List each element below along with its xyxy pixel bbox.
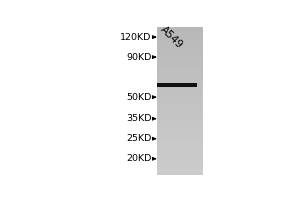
Text: 50KD: 50KD [126,93,152,102]
Text: A549: A549 [158,25,184,51]
Text: 90KD: 90KD [126,53,152,62]
Text: 120KD: 120KD [120,33,152,42]
Text: 20KD: 20KD [126,154,152,163]
Text: 25KD: 25KD [126,134,152,143]
Bar [157,83,197,87]
Text: 35KD: 35KD [126,114,152,123]
